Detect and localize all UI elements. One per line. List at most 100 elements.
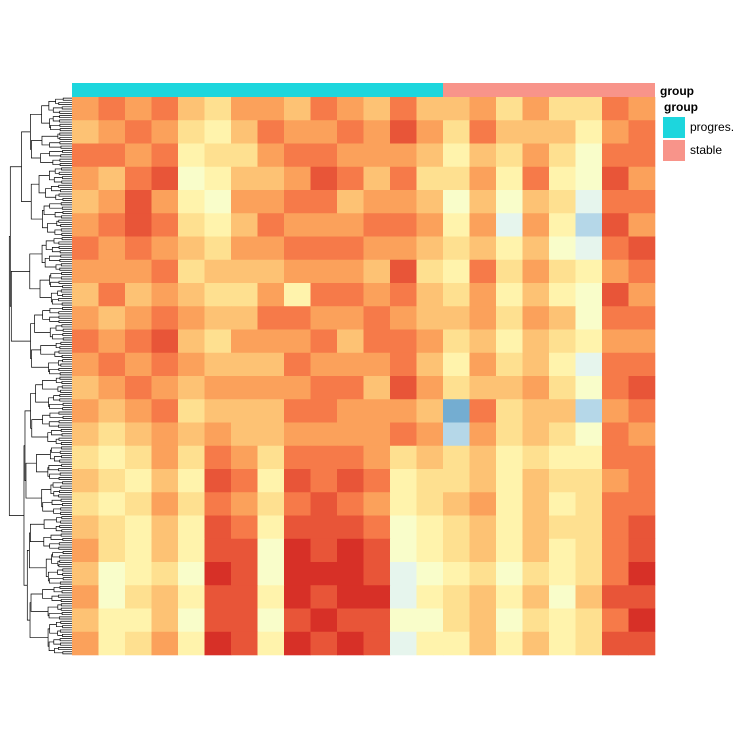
heatmap-cell bbox=[628, 97, 656, 121]
heatmap-cell bbox=[72, 515, 99, 540]
heatmap-cell bbox=[549, 562, 576, 586]
heatmap-cell bbox=[125, 329, 152, 354]
heatmap-cell bbox=[72, 562, 99, 586]
dendrogram-branch bbox=[58, 411, 72, 415]
heatmap-cell bbox=[469, 143, 497, 168]
dendrogram-branch bbox=[58, 468, 72, 472]
heatmap-cell bbox=[98, 376, 126, 400]
heatmap-cell bbox=[337, 515, 364, 540]
heatmap-cell bbox=[178, 329, 205, 354]
heatmap-cell bbox=[178, 213, 205, 237]
dendrogram-branch bbox=[60, 520, 72, 524]
heatmap-cell bbox=[496, 283, 523, 307]
heatmap-cell bbox=[602, 259, 629, 284]
heatmap-cell bbox=[575, 166, 603, 191]
dendrogram-branch bbox=[61, 232, 72, 236]
heatmap-cell bbox=[496, 329, 523, 354]
dendrogram-branch bbox=[57, 290, 63, 296]
dendrogram-branch bbox=[60, 603, 72, 607]
dendrogram-branch bbox=[62, 176, 72, 180]
heatmap-cell bbox=[575, 190, 603, 214]
heatmap-cell bbox=[151, 399, 179, 423]
dendrogram-branch bbox=[62, 198, 72, 201]
dendrogram-branch bbox=[52, 116, 60, 122]
heatmap-cell bbox=[98, 283, 126, 307]
heatmap-cell bbox=[72, 283, 99, 307]
dendrogram-branch bbox=[62, 285, 72, 289]
heatmap-cell bbox=[257, 236, 285, 261]
heatmap-cell bbox=[72, 329, 99, 354]
heatmap-cell bbox=[390, 376, 417, 400]
heatmap-cell bbox=[337, 120, 364, 144]
heatmap-cell bbox=[628, 492, 656, 516]
heatmap-cell bbox=[469, 422, 497, 447]
heatmap-cell bbox=[72, 469, 99, 493]
dendrogram-branch bbox=[62, 150, 72, 153]
dendrogram-branch bbox=[59, 638, 72, 642]
dendrogram-branch bbox=[62, 651, 72, 655]
heatmap-cell bbox=[575, 562, 603, 586]
heatmap-cell bbox=[231, 306, 258, 330]
heatmap-cell bbox=[337, 190, 364, 214]
heatmap-cell bbox=[257, 143, 285, 168]
dendrogram-branch bbox=[41, 135, 58, 146]
dendrogram-branch bbox=[61, 180, 72, 184]
heatmap-cell bbox=[443, 445, 470, 470]
dendrogram-branch bbox=[62, 333, 72, 337]
heatmap-cell bbox=[628, 515, 656, 540]
heatmap-cell bbox=[522, 236, 550, 261]
heatmap-cell bbox=[549, 97, 576, 121]
heatmap-cell bbox=[204, 469, 232, 493]
heatmap-cell bbox=[363, 492, 391, 516]
heatmap-cell bbox=[628, 329, 656, 354]
dendrogram-branch bbox=[62, 538, 72, 541]
heatmap-cell bbox=[231, 515, 258, 540]
dendrogram-branch bbox=[59, 394, 72, 398]
dendrogram-branch bbox=[59, 250, 72, 254]
heatmap-cell bbox=[178, 445, 205, 470]
heatmap-cell bbox=[363, 259, 391, 284]
heatmap-cell bbox=[125, 283, 152, 307]
heatmap-cell bbox=[257, 399, 285, 423]
heatmap-cell bbox=[231, 120, 258, 144]
heatmap-cell bbox=[178, 143, 205, 168]
heatmap-cell bbox=[231, 422, 258, 447]
dendrogram-branch bbox=[53, 238, 63, 244]
heatmap-cell bbox=[257, 515, 285, 540]
heatmap-cell bbox=[257, 329, 285, 354]
heatmap-cell bbox=[416, 283, 444, 307]
heatmap-cell bbox=[72, 376, 99, 400]
dendrogram-branch bbox=[49, 151, 63, 157]
heatmap-cell bbox=[390, 166, 417, 191]
heatmap-cell bbox=[549, 492, 576, 516]
heatmap-cell bbox=[310, 97, 338, 121]
heatmap-cell bbox=[469, 97, 497, 121]
dendrogram-branch bbox=[62, 211, 72, 214]
heatmap-cell bbox=[125, 469, 152, 493]
heatmap-cell bbox=[522, 329, 550, 354]
heatmap-cell bbox=[204, 585, 232, 609]
heatmap-cell bbox=[310, 515, 338, 540]
heatmap-cell bbox=[628, 422, 656, 447]
heatmap-cell bbox=[575, 469, 603, 493]
heatmap-cell bbox=[602, 585, 629, 609]
heatmap-cell bbox=[337, 469, 364, 493]
dendrogram-branch bbox=[60, 224, 72, 228]
heatmap-cell bbox=[98, 352, 126, 377]
heatmap-cell bbox=[231, 143, 258, 168]
dendrogram-branch bbox=[56, 621, 63, 628]
dendrogram-branch bbox=[58, 320, 72, 323]
heatmap-cell bbox=[125, 422, 152, 447]
dendrogram-branch bbox=[62, 551, 72, 554]
heatmap-cell bbox=[469, 492, 497, 516]
dendrogram-branch bbox=[62, 293, 72, 297]
heatmap-cell bbox=[151, 213, 179, 237]
heatmap-cell bbox=[231, 213, 258, 237]
heatmap-cell bbox=[204, 97, 232, 121]
heatmap-cell bbox=[125, 259, 152, 284]
heatmap-cell bbox=[443, 306, 470, 330]
dendrogram-branch bbox=[60, 276, 72, 280]
heatmap-cell bbox=[416, 445, 444, 470]
heatmap-cell bbox=[575, 259, 603, 284]
heatmap-cell bbox=[443, 608, 470, 633]
